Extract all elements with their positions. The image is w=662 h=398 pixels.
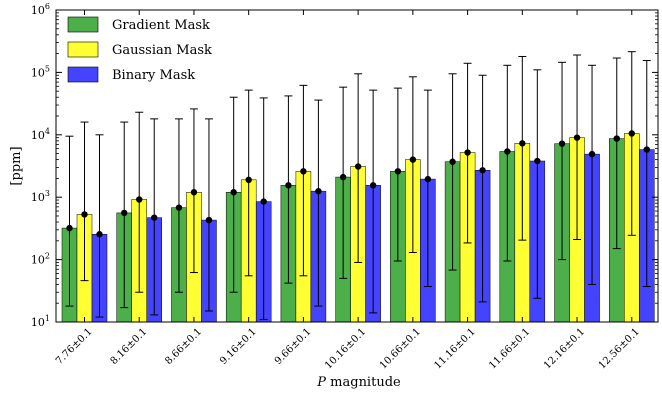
data-point [558,140,566,147]
data-point [573,134,581,141]
y-tick-base: 10 [31,254,45,267]
y-tick-base: 10 [31,66,45,79]
y-tick-base: 10 [31,129,45,142]
x-tick-label: 9.66±0.1 [273,326,314,367]
data-point [205,216,213,224]
legend-swatch [67,41,99,58]
legend: Gradient Mask Gaussian Mask Binary Mask [67,16,212,83]
x-tick-label: 12.56±0.1 [597,326,642,371]
data-point [464,149,471,156]
error-bars-layer [65,51,651,320]
data-point [588,150,596,158]
data-point [121,209,128,217]
x-axis-label: P magnitude [316,375,401,390]
y-tick-exponent: 4 [45,127,50,136]
x-axis-label-symbol: P [316,375,326,390]
x-tick-label: 7.76±0.1 [54,326,95,367]
data-point [519,140,526,147]
x-tick-label: 11.66±0.1 [487,326,532,371]
y-tick-exponent: 2 [45,252,50,261]
data-point [245,176,252,184]
x-axis-label-text: magnitude [326,375,401,390]
y-tick-exponent: 3 [45,189,50,198]
y-tick-label: 105 [31,64,50,79]
y-tick-base: 10 [31,191,45,204]
y-tick-exponent: 6 [45,2,50,11]
data-point [136,196,143,203]
y-tick-label: 106 [31,2,50,17]
data-point [81,211,88,218]
x-tick-label: 10.66±0.1 [378,326,423,371]
data-point [534,157,541,165]
data-point [300,168,307,175]
data-point [628,130,635,137]
y-tick-base: 10 [31,316,45,329]
data-point [479,167,486,174]
x-tick-label: 10.16±0.1 [323,326,368,371]
data-point [96,231,103,238]
data-point [151,214,158,221]
data-point [285,182,292,189]
data-point [315,187,322,195]
plot-frame [55,9,659,323]
data-point [354,163,362,170]
x-tick-label: 11.16±0.1 [433,326,478,371]
legend-label: Binary Mask [112,68,195,83]
data-point [190,189,198,196]
y-tick-exponent: 1 [45,314,50,323]
legend-swatch [67,66,99,83]
x-tick-label: 8.66±0.1 [163,326,204,367]
data-point [66,224,73,232]
y-tick-label: 101 [31,314,50,329]
y-tick-label: 104 [31,127,50,142]
data-point [643,146,650,153]
y-axis-label: [ppm] [9,146,24,185]
y-tick-exponent: 5 [45,64,50,73]
data-point [339,173,347,181]
data-point [409,156,417,163]
data-point [175,204,183,211]
x-tick-label: 8.16±0.1 [109,326,150,367]
data-point [394,168,402,175]
legend-label: Gaussian Mask [112,43,212,58]
y-tick-base: 10 [31,4,45,17]
y-tick-label: 102 [31,252,50,267]
legend-swatch [67,16,99,33]
x-tick-label: 9.16±0.1 [218,326,259,367]
data-point [369,182,377,189]
legend-label: Gradient Mask [112,18,210,33]
data-point [504,148,511,155]
x-tick-label: 12.16±0.1 [542,326,587,371]
data-point [230,189,237,196]
data-point [424,175,432,183]
y-tick-label: 103 [31,189,50,204]
data-point [449,158,456,165]
data-point [613,135,620,142]
data-point [260,198,267,205]
